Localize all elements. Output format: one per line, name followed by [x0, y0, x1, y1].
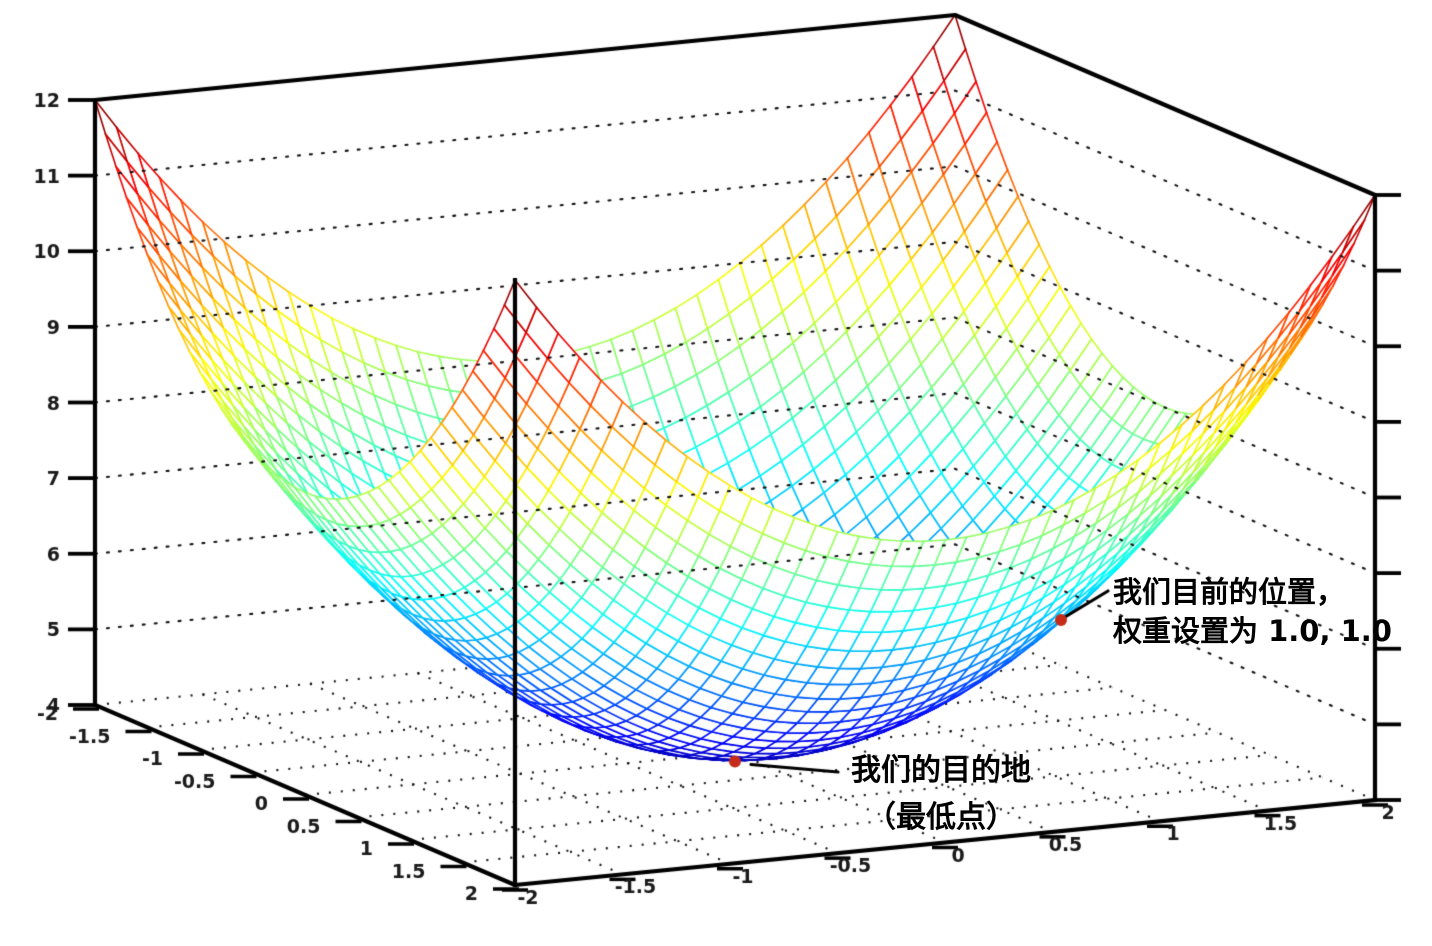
annotation-current-position-line1: 我们目前的位置，	[1113, 575, 1346, 609]
annotation-current-position: 我们目前的位置， 权重设置为 1.0, 1.0	[1113, 573, 1392, 651]
annotation-destination-line2: （最低点）	[866, 800, 1016, 835]
annotation-destination-line1: 我们的目的地	[851, 753, 1031, 788]
annotation-destination: 我们的目的地 （最低点）	[838, 747, 1044, 841]
annotation-current-position-line2: 权重设置为 1.0, 1.0	[1113, 614, 1392, 648]
